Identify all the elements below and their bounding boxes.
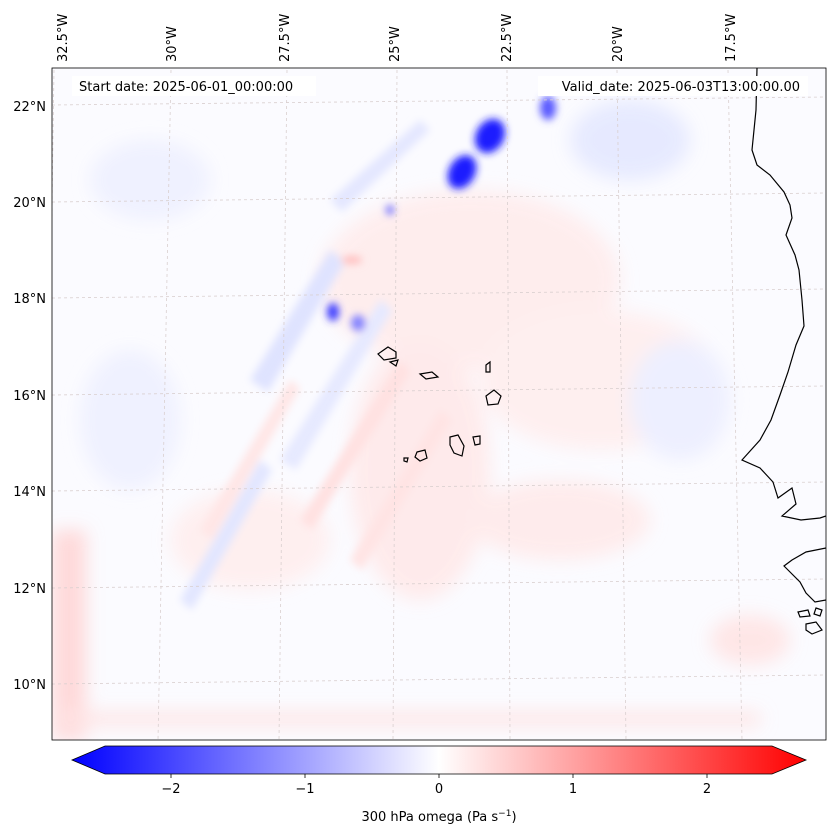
colorbar-ticks: [170, 774, 708, 778]
cb-tick-label-2: 2: [703, 782, 711, 797]
lat-label-22n: 22°N: [13, 100, 46, 115]
sao-nicolau-island: [418, 371, 440, 380]
meridian-20w: [616, 69, 627, 740]
sao-vicente-island: [388, 359, 399, 367]
colorbar-title-exponent: −1: [498, 809, 511, 819]
colorbar-title-close: ): [511, 810, 516, 825]
lat-label-18n: 18°N: [13, 292, 46, 307]
red-edge-band: [52, 530, 86, 740]
omega-field: [52, 96, 790, 740]
map-panel: Start date: 2025-06-01_00:00:00 Valid_da…: [51, 67, 827, 741]
lat-label-20n: 20°N: [13, 196, 46, 211]
colorbar: −2 −1 0 1 2 300 hPa omega (Pa s−1): [70, 745, 808, 825]
lon-label-25w: 25°W: [388, 26, 403, 62]
lon-label-30w: 30°W: [165, 26, 180, 62]
colorbar-gradient: [70, 745, 808, 775]
brava-island: [403, 457, 409, 463]
sal-island: [485, 360, 491, 373]
santiago-island: [449, 434, 465, 457]
bijagos-islands: [797, 607, 823, 635]
colorbar-title-main: 300 hPa omega (Pa s: [361, 810, 498, 825]
santo-antao-island: [377, 346, 397, 361]
cb-tick-label-neg1: −1: [295, 782, 314, 797]
colorbar-title: 300 hPa omega (Pa s−1): [361, 809, 516, 825]
meridian-22-5w: [506, 69, 511, 740]
meridian-30w: [157, 69, 172, 740]
lat-label-10n: 10°N: [13, 678, 46, 693]
lat-label-14n: 14°N: [13, 485, 46, 500]
coastlines: [377, 68, 826, 635]
map-frame: [51, 67, 827, 741]
maio-island: [472, 435, 481, 446]
longitude-labels: 32.5°W 30°W 27.5°W 25°W 22.5°W 20°W 17.5…: [56, 14, 739, 62]
boa-vista-island: [485, 389, 502, 406]
lon-label-27-5w: 27.5°W: [278, 14, 293, 62]
graticule: [52, 69, 826, 740]
africa-coastline: [741, 68, 826, 521]
lat-label-12n: 12°N: [13, 582, 46, 597]
cb-tick-label-0: 0: [435, 782, 443, 797]
cb-tick-label-1: 1: [569, 782, 577, 797]
meridian-17-5w: [727, 69, 743, 740]
lon-label-22-5w: 22.5°W: [500, 14, 515, 62]
valid-date-box: [538, 76, 808, 96]
meridian-27-5w: [278, 69, 288, 740]
fogo-island: [414, 449, 428, 462]
meridian-25w: [392, 69, 398, 740]
valid-date-label: Valid_date: 2025-06-03T13:00:00.00: [562, 80, 800, 95]
cb-tick-label-neg2: −2: [161, 782, 180, 797]
red-bottom-band: [60, 712, 760, 726]
start-date-label: Start date: 2025-06-01_00:00:00: [79, 80, 293, 95]
lon-label-17-5w: 17.5°W: [724, 14, 739, 62]
lon-label-20w: 20°W: [611, 26, 626, 62]
start-date-box: [72, 76, 316, 96]
lat-label-16n: 16°N: [13, 389, 46, 404]
guinea-bissau-coast: [783, 547, 826, 603]
lon-label-32-5w: 32.5°W: [56, 14, 71, 62]
latitude-labels: 22°N 20°N 18°N 16°N 14°N 12°N 10°N: [13, 100, 46, 693]
